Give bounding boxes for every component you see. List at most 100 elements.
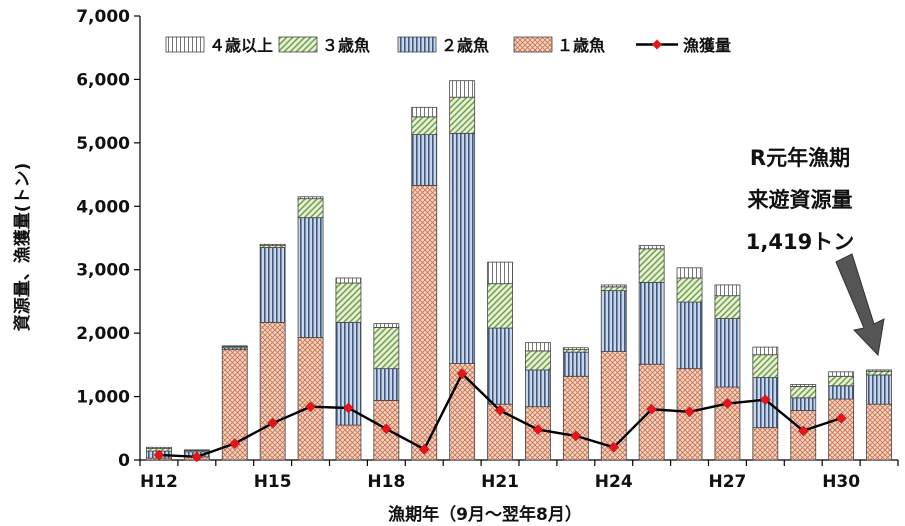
bar-segment-1 [676,301,703,370]
y-tick-label: 7,000 [76,7,130,27]
bar-segment-0 [866,403,892,461]
bar-segment-2 [297,198,324,219]
catch-point [532,424,544,435]
y-axis: 0 1,000 2,000 3,000 4,000 5,000 6,000 7,000 [76,7,141,471]
annotation: R元年漁期 来遊資源量 1,419トン [746,146,885,357]
legend-label-2: ３歳魚 [322,36,370,55]
bar-segment-3 [487,261,513,285]
catch-point [229,438,241,449]
bar-segment-2 [828,375,855,387]
bar-segment-1 [714,318,741,388]
catch-point [153,449,165,461]
catch-point [570,430,582,442]
catch-point [684,406,695,418]
annotation-arrow [835,253,885,357]
y-tick-label: 2,000 [76,324,130,344]
legend-swatch-3 [165,36,205,53]
legend-line-marker [652,39,662,50]
bar-segment-3 [828,371,855,377]
x-tick-label: H15 [254,472,292,492]
bar-segment-3 [752,346,779,356]
bar-segment-2 [487,283,513,329]
bar-segment-0 [297,337,324,461]
bar-segment-1 [487,327,513,405]
bar-segment-3 [600,284,627,288]
catch-point [608,441,620,453]
bar-segment-1 [866,374,892,405]
catch-point [722,398,733,409]
y-tick-label: 3,000 [76,261,130,281]
catch-point [797,425,809,437]
bar-segment-2 [600,286,627,292]
bar-segment-1 [259,247,286,323]
legend-swatch-2 [278,36,318,53]
bar-segment-2 [373,327,400,370]
catch-point [418,443,430,455]
bar-segment-3 [146,446,172,449]
catch-point [343,402,354,414]
x-axis-title: 漁期年（9月～翌年8月） [388,504,582,525]
bar-segment-1 [600,290,627,352]
bar-segment-3 [676,267,703,279]
bar-segment-1 [828,385,855,400]
x-tick-label: H21 [481,472,519,492]
bar-segment-0 [828,398,855,461]
x-tick-label: H27 [709,472,747,492]
bar-segment-3 [866,369,892,372]
x-tick-label: H18 [367,472,405,492]
bar-segment-3 [183,449,210,451]
bar-segment-1 [562,351,589,377]
catch-point [267,417,279,429]
bar-segment-2 [449,96,476,134]
legend-label-1: ２歳魚 [441,36,489,55]
annotation-line-2: 来遊資源量 [748,188,853,212]
legend-label-3: ４歳以上 [209,36,273,55]
bar-segment-2 [638,248,665,283]
bar-segment-0 [335,424,362,461]
catch-point [380,423,392,435]
bar-segment-2 [676,277,703,303]
catch-point [835,412,847,424]
y-tick-label: 0 [118,451,130,471]
bar-segment-2 [714,295,741,319]
bar-segment-3 [373,323,400,328]
legend-label-0: １歳魚 [557,36,605,55]
legend-swatch-0 [513,36,553,53]
y-axis-title: 資源量、漁獲量(トン) [12,163,33,332]
bar-segment-0 [714,386,741,461]
bar-segment-0 [449,363,476,461]
catch-point [494,405,506,416]
bar-segment-3 [449,80,476,98]
bar-segment-3 [638,245,665,250]
annotation-line-1: R元年漁期 [750,146,850,170]
bar-segment-3 [259,243,286,247]
annotation-line-3: 1,419トン [746,230,854,254]
bar-segment-2 [525,350,551,371]
bar-segment-1 [297,217,324,338]
legend-swatch-1 [397,36,437,53]
catch-point [759,394,771,406]
y-tick-label: 6,000 [76,70,130,90]
bar-segment-0 [752,427,779,461]
legend-label-catch: 漁獲量 [683,36,731,55]
x-tick-label: H12 [140,472,178,492]
catch-point [456,368,468,380]
bar-segment-1 [638,281,665,365]
catch-point [191,451,203,463]
bar-segment-3 [335,277,362,284]
bar-segment-2 [866,370,892,376]
bar-segment-2 [752,354,779,378]
bar-segment-2 [335,282,362,323]
y-tick-label: 5,000 [76,134,130,154]
bar-segment-1 [790,397,817,411]
bar-segment-0 [562,375,589,461]
legend: ４歳以上 ３歳魚 ２歳魚 １歳魚 漁獲量 [165,36,731,55]
bar-segment-3 [221,345,248,347]
x-tick-label: H24 [595,472,633,492]
bar-segment-0 [600,351,627,461]
x-axis: H12 H15 H18 H21 H24 H27 H30 [139,459,899,492]
catch-point [305,401,316,413]
bars [146,80,892,461]
bar-segment-3 [525,342,551,352]
